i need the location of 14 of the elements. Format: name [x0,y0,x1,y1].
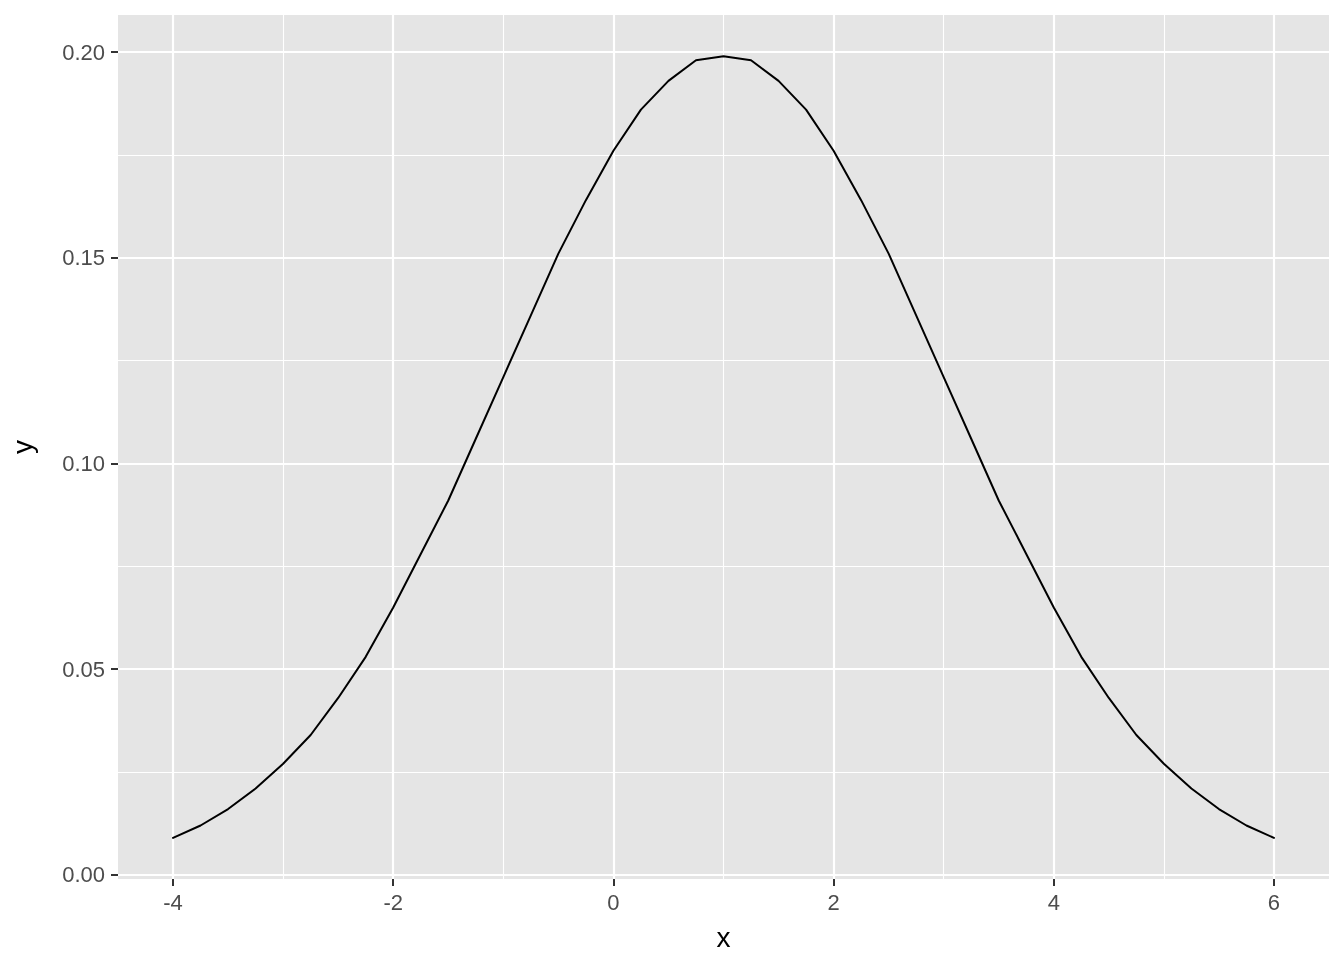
y-tick-label: 0.05 [62,656,105,682]
x-axis-title: x [716,921,731,953]
y-tick-label: 0.15 [62,245,105,271]
x-tick-label: 0 [607,889,620,915]
x-tick-label: -2 [383,889,404,915]
x-tick-label: 4 [1047,889,1060,915]
x-tick-label: -4 [163,889,183,915]
y-tick-label: 0.20 [62,39,105,65]
line-series [172,55,1275,839]
y-tick-label: 0.00 [62,862,105,888]
y-tick-label: 0.10 [62,450,105,476]
x-tick-label: 2 [827,889,840,915]
x-tick-label: 6 [1267,889,1281,915]
y-axis-title: y [6,440,38,454]
